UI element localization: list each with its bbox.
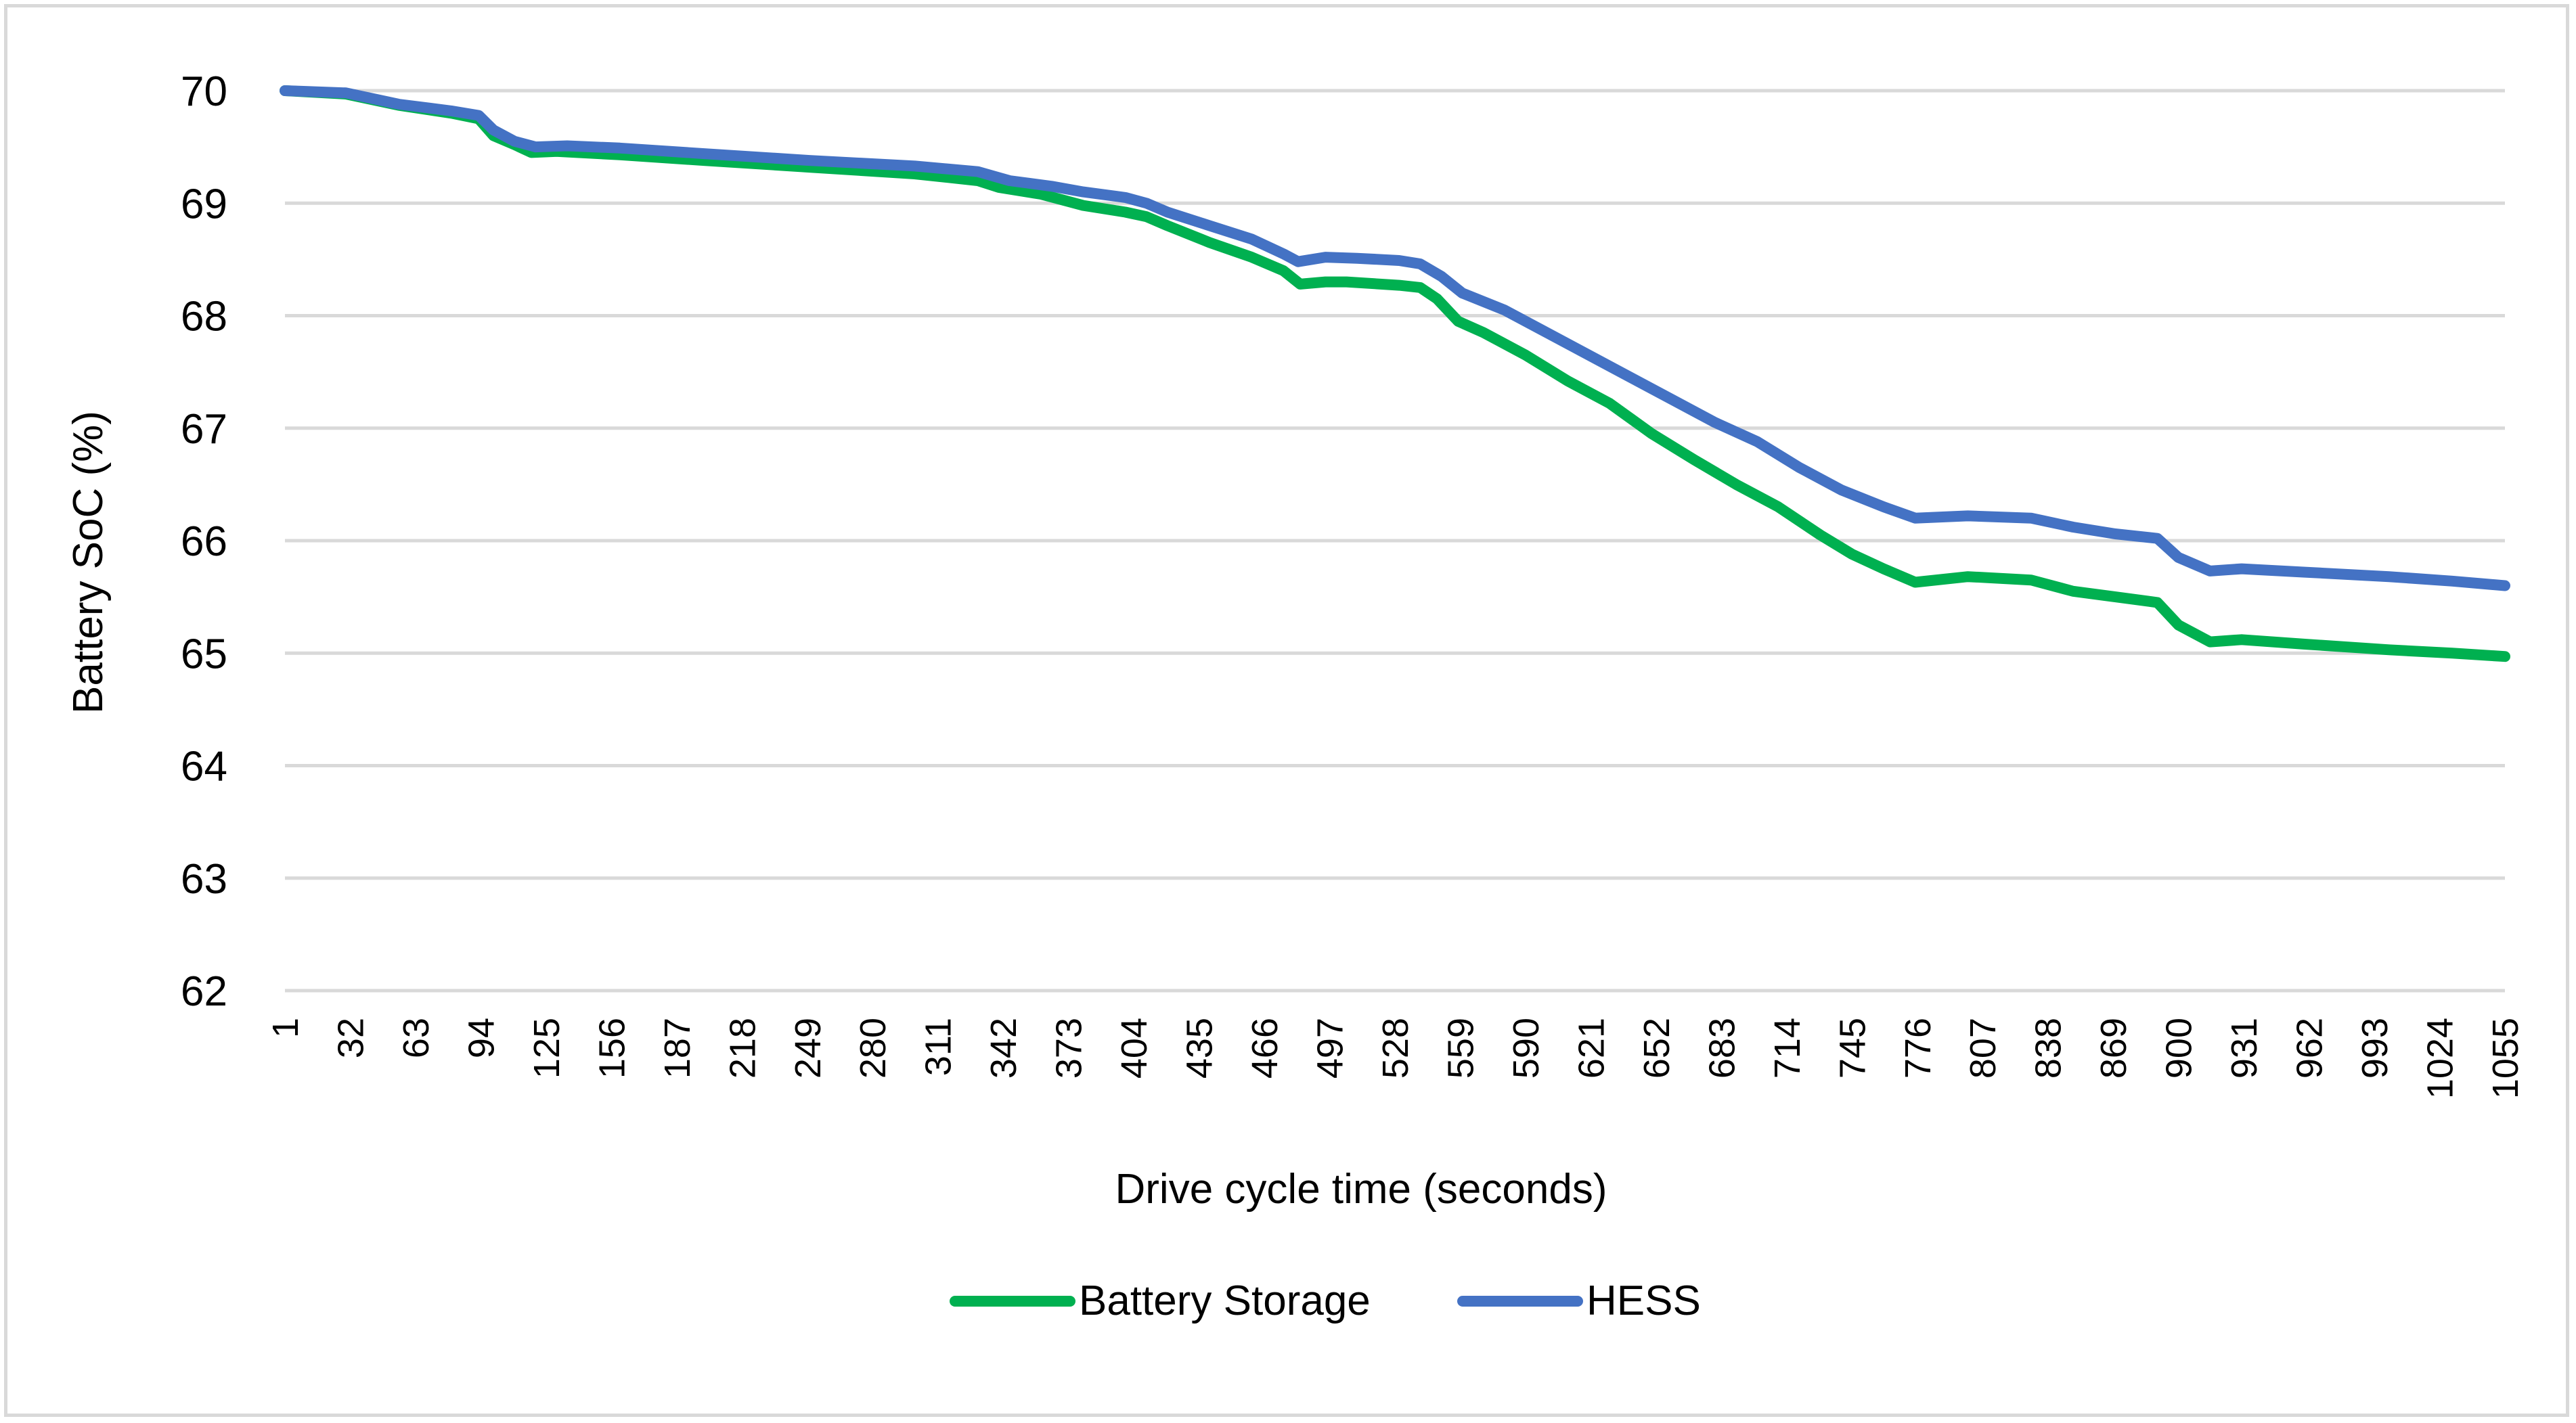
x-tick-label-342: 342: [983, 1018, 1024, 1079]
y-tick-label-62: 62: [181, 968, 227, 1015]
x-tick-label-156: 156: [592, 1018, 632, 1079]
y-tick-label-63: 63: [181, 856, 227, 903]
x-tick-label-807: 807: [1963, 1018, 2003, 1079]
y-tick-label-68: 68: [181, 294, 227, 340]
x-tick-label-311: 311: [918, 1018, 959, 1076]
legend-label-battery-storage: Battery Storage: [1079, 1278, 1371, 1324]
x-tick-label-869: 869: [2093, 1018, 2134, 1079]
x-tick-label-1024: 1024: [2420, 1018, 2461, 1099]
x-tick-label-1055: 1055: [2485, 1018, 2526, 1099]
x-tick-label-373: 373: [1049, 1018, 1090, 1079]
y-tick-label-67: 67: [181, 406, 227, 453]
x-tick-label-621: 621: [1571, 1018, 1612, 1079]
x-tick-label-776: 776: [1898, 1018, 1938, 1079]
legend: Battery Storage HESS: [950, 1278, 1701, 1324]
y-tick-label-70: 70: [181, 68, 227, 115]
x-axis-ticks: 1 32 63 94 125 156 187 218 249 280 311 342 373 404 435…: [265, 1018, 2526, 1099]
x-tick-label-962: 962: [2290, 1018, 2330, 1079]
y-tick-label-66: 66: [181, 518, 227, 565]
x-tick-label-249: 249: [788, 1018, 828, 1079]
y-tick-label-65: 65: [181, 631, 227, 677]
line-chart: 62 63 64 65 66 67 68 69 70 1 32 63 94 125 156 187 218 24…: [65, 68, 2526, 1324]
gridlines: [285, 89, 2505, 993]
x-tick-label-838: 838: [2028, 1018, 2069, 1079]
y-axis-label: Battery SoC (%): [65, 411, 112, 714]
x-tick-label-745: 745: [1832, 1018, 1873, 1079]
legend-label-hess: HESS: [1586, 1278, 1701, 1324]
chart-frame: 62 63 64 65 66 67 68 69 70 1 32 63 94 125 156 187 218 24…: [4, 4, 2569, 1417]
x-tick-label-404: 404: [1114, 1018, 1155, 1079]
x-axis-label: Drive cycle time (seconds): [1115, 1166, 1607, 1213]
x-tick-label-559: 559: [1440, 1018, 1481, 1079]
x-tick-label-683: 683: [1702, 1018, 1742, 1079]
x-tick-label-466: 466: [1245, 1018, 1285, 1079]
series-line-battery-storage: [280, 85, 2510, 662]
series-line-hess: [280, 85, 2510, 591]
x-tick-label-497: 497: [1310, 1018, 1351, 1079]
x-tick-label-435: 435: [1180, 1018, 1220, 1079]
x-tick-label-993: 993: [2355, 1018, 2395, 1079]
x-tick-label-714: 714: [1767, 1018, 1808, 1079]
x-tick-label-218: 218: [722, 1018, 763, 1079]
x-tick-label-590: 590: [1506, 1018, 1547, 1079]
series-lines: [280, 85, 2510, 662]
x-tick-label-280: 280: [853, 1018, 893, 1079]
x-tick-label-94: 94: [461, 1018, 502, 1058]
y-axis-ticks: 62 63 64 65 66 67 68 69 70: [181, 68, 227, 1015]
x-tick-label-32: 32: [330, 1018, 371, 1058]
x-tick-label-931: 931: [2224, 1018, 2265, 1079]
x-tick-label-528: 528: [1375, 1018, 1416, 1079]
x-tick-label-652: 652: [1637, 1018, 1677, 1079]
x-tick-label-187: 187: [657, 1018, 698, 1079]
x-tick-label-900: 900: [2159, 1018, 2200, 1079]
y-tick-label-69: 69: [181, 181, 227, 227]
y-tick-label-64: 64: [181, 744, 227, 790]
x-tick-label-63: 63: [396, 1018, 437, 1058]
x-tick-label-1: 1: [265, 1018, 306, 1038]
x-tick-label-125: 125: [527, 1018, 567, 1079]
